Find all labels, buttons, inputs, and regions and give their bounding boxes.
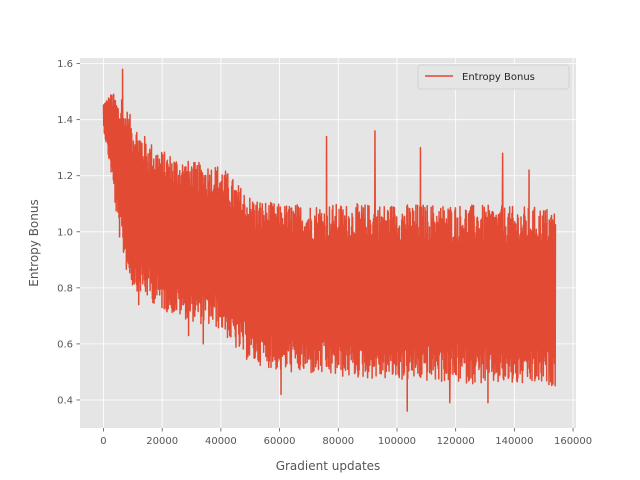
y-tick-label: 1.6	[57, 59, 73, 70]
x-tick-label: 60000	[264, 436, 296, 447]
x-tick-label: 0	[100, 436, 106, 447]
legend: Entropy Bonus	[417, 64, 570, 90]
y-tick-label: 1.4	[57, 115, 73, 126]
y-tick-label: 0.6	[57, 339, 73, 350]
x-tick-label: 160000	[554, 436, 592, 447]
y-axis-label: Entropy Bonus	[27, 199, 41, 286]
legend-entry: Entropy Bonus	[462, 72, 535, 83]
x-tick-label: 100000	[378, 436, 416, 447]
x-tick-label: 80000	[322, 436, 354, 447]
x-tick-label: 40000	[205, 436, 237, 447]
x-axis-label: Gradient updates	[276, 459, 381, 473]
y-tick-label: 1.2	[57, 171, 73, 182]
y-tick-label: 1.0	[57, 227, 73, 238]
y-tick-label: 0.8	[57, 283, 73, 294]
series-layer	[102, 68, 557, 412]
x-tick-label: 20000	[146, 436, 178, 447]
series-line-entropy-bonus	[102, 68, 557, 412]
x-tick-label: 120000	[437, 436, 475, 447]
x-tick-label: 140000	[495, 436, 533, 447]
ticks: 0 20000 40000 60000 80000 100000 120000 140000 1…	[57, 59, 592, 447]
y-tick-label: 0.4	[57, 395, 73, 406]
legend-box	[417, 64, 570, 90]
